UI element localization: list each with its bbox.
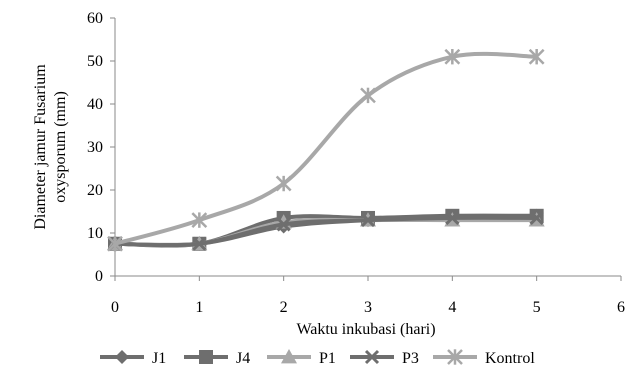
legend-label: P3 — [402, 350, 419, 367]
data-point-kontrol — [107, 235, 123, 252]
diamond-marker-shape — [115, 350, 129, 364]
data-point-kontrol — [275, 175, 292, 192]
x-tick-label: 1 — [195, 299, 203, 316]
y-tick-label: 30 — [87, 139, 103, 156]
data-point-kontrol — [444, 48, 461, 65]
series-line-p3 — [114, 215, 537, 248]
y-tick-label: 10 — [87, 225, 103, 242]
legend: J1 J4 P1 P3 Kontrol — [100, 349, 535, 367]
x-tick-label: 4 — [448, 299, 456, 316]
y-axis-title: Diameter jamur Fusarium oxysporum (mm) — [32, 64, 69, 230]
y-tick-label: 50 — [87, 53, 103, 70]
legend-label: J1 — [152, 350, 166, 367]
square-marker-shape — [199, 350, 213, 364]
data-point-p3 — [445, 210, 460, 226]
legend-label: Kontrol — [485, 350, 535, 367]
x-tick-label: 0 — [111, 299, 119, 316]
x-tick-labels: 0 1 2 3 4 5 6 — [111, 299, 625, 316]
data-point-p3 — [192, 236, 207, 251]
y-tick-labels: 0 10 20 30 40 50 60 — [87, 10, 103, 285]
y-tick-label: 40 — [87, 96, 103, 113]
series-layer — [107, 48, 545, 252]
x-marker-stroke — [360, 213, 376, 228]
axes — [110, 17, 622, 281]
x-tick-label: 2 — [280, 299, 288, 316]
x-tick-label: 5 — [533, 299, 541, 316]
legend-marker — [115, 350, 129, 364]
series-line-kontrol — [114, 51, 537, 246]
y-tick-label: 60 — [87, 10, 103, 27]
data-point-p3 — [529, 210, 544, 226]
x-marker-stroke — [192, 236, 207, 251]
series-kontrol — [107, 48, 545, 252]
legend-item-p1: P1 — [267, 349, 336, 367]
x-marker-stroke — [364, 349, 380, 365]
data-point-p3 — [360, 213, 376, 228]
legend-marker — [199, 350, 213, 364]
x-marker-stroke — [529, 210, 544, 226]
y-axis-title-line-1: Diameter jamur Fusarium — [32, 64, 49, 230]
y-tick-label: 20 — [87, 182, 103, 199]
legend-item-j1: J1 — [100, 350, 166, 367]
legend-label: J4 — [236, 350, 250, 367]
legend-label: P1 — [319, 350, 336, 367]
data-point-kontrol — [191, 212, 208, 228]
legend-marker — [281, 349, 297, 364]
data-point-kontrol — [528, 48, 545, 65]
x-tick-label: 6 — [617, 299, 625, 316]
x-axis-title: Waktu inkubasi (hari) — [296, 321, 435, 338]
legend-item-kontrol: Kontrol — [433, 349, 535, 367]
triangle-marker-shape — [281, 349, 297, 364]
legend-item-p3: P3 — [350, 349, 419, 367]
legend-marker — [447, 349, 463, 365]
data-point-kontrol — [360, 87, 376, 104]
x-tick-label: 3 — [364, 299, 372, 316]
legend-marker — [364, 349, 380, 365]
legend-item-j4: J4 — [184, 350, 250, 367]
y-axis-title-line-2: oxysporum (mm) — [52, 91, 69, 203]
x-marker-stroke — [445, 210, 460, 226]
data-point-p3 — [276, 217, 291, 232]
x-marker-stroke — [276, 217, 291, 232]
y-tick-label: 0 — [95, 268, 103, 285]
